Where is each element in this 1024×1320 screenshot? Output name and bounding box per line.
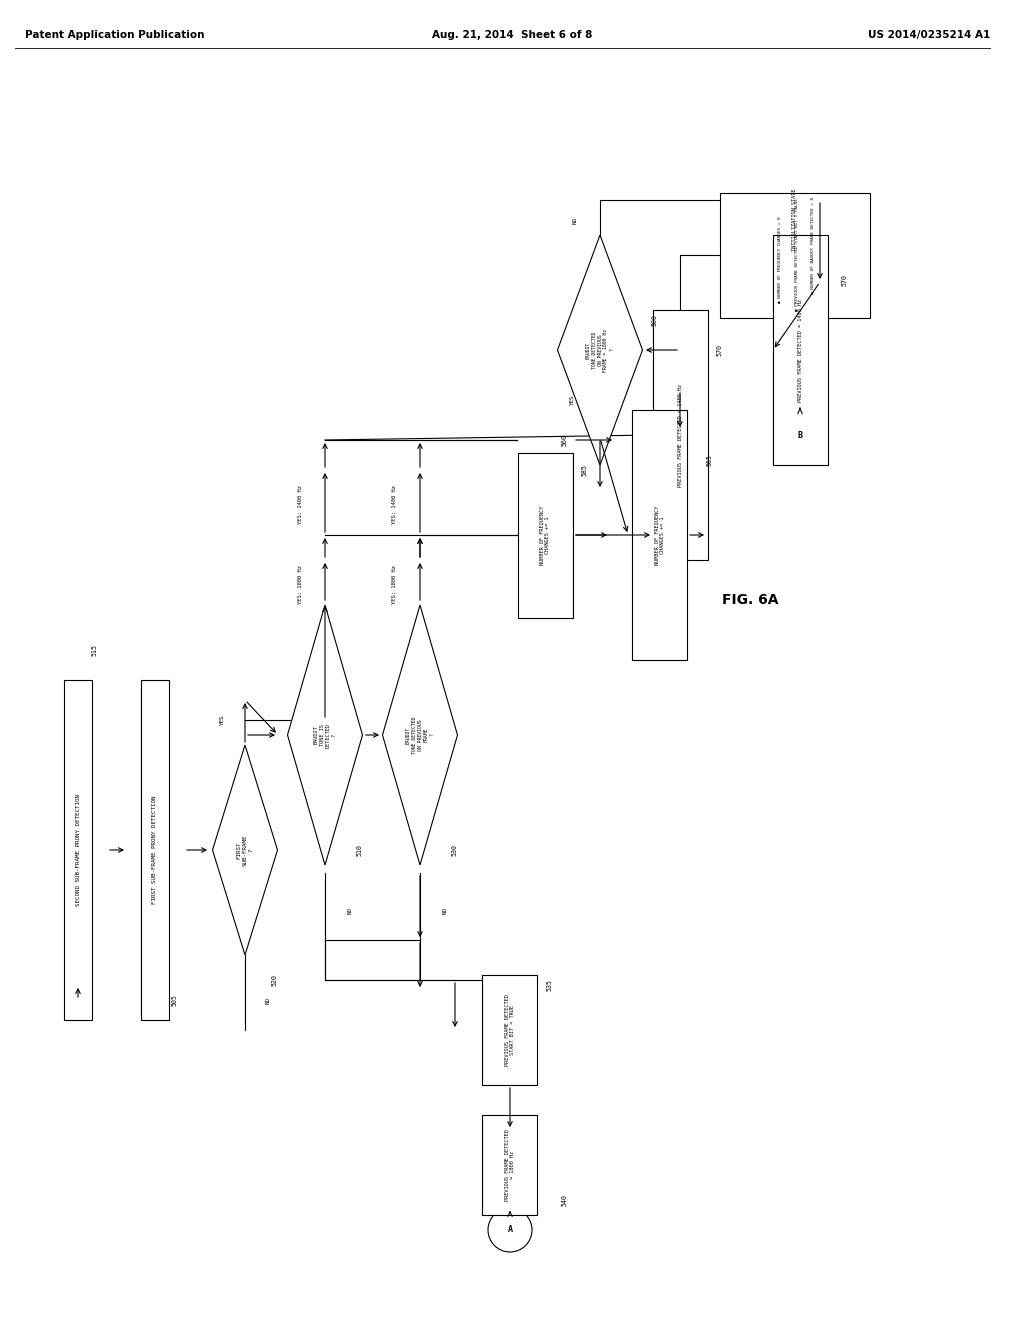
Circle shape xyxy=(488,1208,532,1251)
Text: 500: 500 xyxy=(652,314,658,326)
Text: A: A xyxy=(508,1225,512,1234)
Circle shape xyxy=(778,413,822,457)
Text: PREVIOUS FRAME DETECTED
= 1800 Hz: PREVIOUS FRAME DETECTED = 1800 Hz xyxy=(505,1129,515,1201)
Bar xyxy=(720,193,870,318)
Text: 565: 565 xyxy=(707,454,713,466)
Polygon shape xyxy=(383,605,458,865)
Text: NO: NO xyxy=(265,997,270,1003)
Text: BAUDOT
TONE DETECTED
ON PREVIOUS
FRAME = 1800 Hz
?: BAUDOT TONE DETECTED ON PREVIOUS FRAME =… xyxy=(586,329,614,371)
Text: 585: 585 xyxy=(582,465,588,477)
Text: BAUDOT
TONE DETECTED
ON PREVIOUS
FRAME
?: BAUDOT TONE DETECTED ON PREVIOUS FRAME ? xyxy=(406,717,434,754)
Text: PREVIOUS FRAME DETECTED = 1400 Hz: PREVIOUS FRAME DETECTED = 1400 Hz xyxy=(678,383,683,487)
Bar xyxy=(517,453,572,618)
Text: ● NUMBER OF FREQUENCY CHANGES = 0: ● NUMBER OF FREQUENCY CHANGES = 0 xyxy=(778,216,782,304)
Bar xyxy=(633,411,687,660)
Text: NUMBER OF FREQUENCY
CHANGES += 1: NUMBER OF FREQUENCY CHANGES += 1 xyxy=(654,506,666,565)
Text: SECOND SUB-FRAME PRONY DETECTION: SECOND SUB-FRAME PRONY DETECTION xyxy=(76,795,81,906)
Text: FIG. 6A: FIG. 6A xyxy=(722,593,778,607)
Text: 570: 570 xyxy=(717,345,723,356)
Text: YES: 1800 Hz: YES: 1800 Hz xyxy=(392,565,397,605)
Text: 505: 505 xyxy=(172,994,178,1006)
Bar xyxy=(652,310,708,560)
Text: 530: 530 xyxy=(452,843,458,855)
Text: INITIALIZATION STATE: INITIALIZATION STATE xyxy=(793,189,798,251)
Text: NUMBER OF FREQUENCY
CHANGES += 1: NUMBER OF FREQUENCY CHANGES += 1 xyxy=(540,506,551,565)
Text: NO: NO xyxy=(347,907,352,913)
Text: B: B xyxy=(798,430,803,440)
Text: PREVIOUS FRAME DETECTED = 1400 Hz: PREVIOUS FRAME DETECTED = 1400 Hz xyxy=(798,298,803,401)
Text: 560: 560 xyxy=(562,434,568,446)
Text: 510: 510 xyxy=(357,843,362,855)
Text: YES: YES xyxy=(569,395,574,405)
Bar xyxy=(141,680,169,1020)
Bar xyxy=(482,1115,538,1214)
Polygon shape xyxy=(288,605,362,865)
Text: Patent Application Publication: Patent Application Publication xyxy=(25,30,205,40)
Text: 520: 520 xyxy=(272,974,278,986)
Text: NO: NO xyxy=(442,907,447,913)
Bar xyxy=(772,235,827,465)
Text: Aug. 21, 2014  Sheet 6 of 8: Aug. 21, 2014 Sheet 6 of 8 xyxy=(432,30,592,40)
Polygon shape xyxy=(213,744,278,954)
Text: FIRST
SUB-FRAME
?: FIRST SUB-FRAME ? xyxy=(237,834,253,866)
Text: 540: 540 xyxy=(562,1195,568,1206)
Text: YES: YES xyxy=(219,714,224,725)
Bar xyxy=(63,680,92,1020)
Polygon shape xyxy=(557,235,642,465)
Text: YES: 1800 Hz: YES: 1800 Hz xyxy=(298,565,302,605)
Text: FIRST SUB-FRAME PRONY DETECTION: FIRST SUB-FRAME PRONY DETECTION xyxy=(153,796,158,904)
Text: 535: 535 xyxy=(547,979,553,991)
Bar xyxy=(482,975,538,1085)
Text: BAUDOT
TONE IS
DETECTED
?: BAUDOT TONE IS DETECTED ? xyxy=(313,722,336,747)
Text: 515: 515 xyxy=(92,644,98,656)
Text: US 2014/0235214 A1: US 2014/0235214 A1 xyxy=(867,30,990,40)
Text: ● NUMBER OF BAUDOT FRAME DETECTED = 0: ● NUMBER OF BAUDOT FRAME DETECTED = 0 xyxy=(811,197,815,293)
Text: 570: 570 xyxy=(842,275,848,286)
Text: NO: NO xyxy=(572,216,578,223)
Text: YES: 1400 Hz: YES: 1400 Hz xyxy=(298,486,302,524)
Text: ● PREVIOUS FRAME DETECTED START BIT = FALSE: ● PREVIOUS FRAME DETECTED START BIT = FA… xyxy=(795,198,799,312)
Text: YES: 1400 Hz: YES: 1400 Hz xyxy=(392,486,397,524)
Text: PREVIOUS FRAME DETECTED
START BIT = TRUE: PREVIOUS FRAME DETECTED START BIT = TRUE xyxy=(505,994,515,1067)
